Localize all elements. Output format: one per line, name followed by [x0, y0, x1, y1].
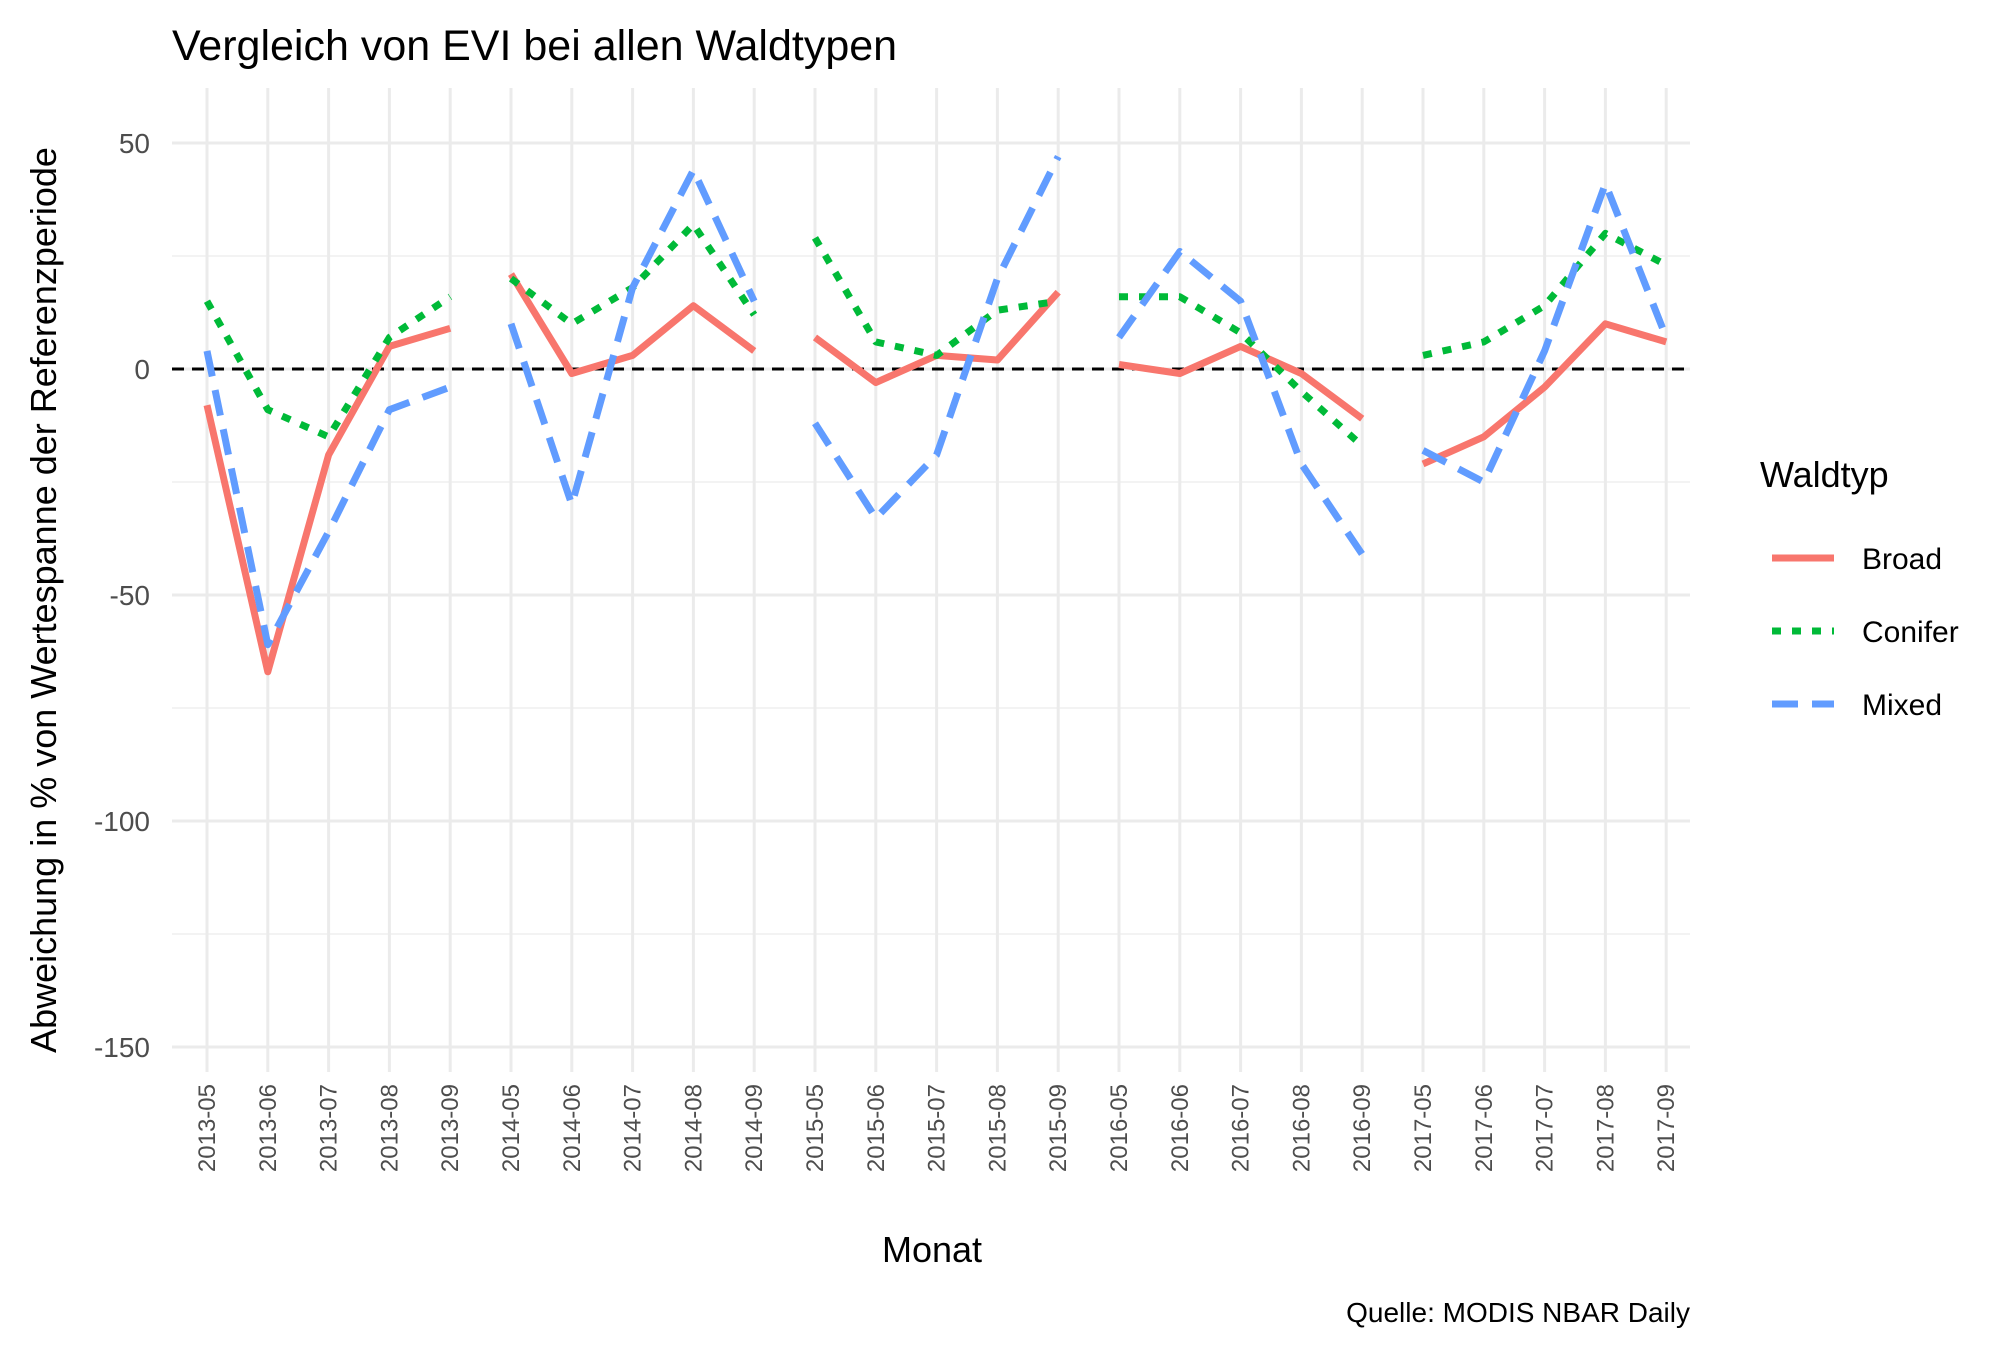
x-tick-label: 2014-07: [620, 1084, 647, 1172]
y-tick-labels: 50 0 -50 -100 -150: [94, 128, 150, 1063]
x-tick-label: 2017-07: [1532, 1084, 1559, 1172]
series-line-conifer: [1422, 229, 1668, 359]
x-tick-label: 2013-09: [437, 1084, 464, 1172]
x-tick-labels: 2013-05 2013-06 2013-07 2013-08 2013-09 2014-…: [194, 1084, 1680, 1172]
series-mixed: [203, 155, 1670, 649]
x-tick-label: 2016-05: [1106, 1084, 1133, 1172]
x-tick-label: 2015-08: [984, 1084, 1011, 1172]
grid: [172, 88, 1690, 1072]
legend: Waldtyp Broad Conifer Mixed: [1760, 454, 1959, 722]
x-tick-label: 2014-09: [741, 1084, 768, 1172]
series-line-mixed: [812, 155, 1062, 522]
y-axis-label: Abweichung in % von Wertespanne der Refe…: [23, 147, 64, 1053]
x-tick-label: 2015-05: [802, 1084, 829, 1172]
x-tick-label: 2016-06: [1167, 1084, 1194, 1172]
legend-label-mixed: Mixed: [1862, 689, 1942, 722]
series-line-conifer: [203, 293, 453, 441]
x-tick-label: 2017-06: [1471, 1084, 1498, 1172]
series-line-mixed: [507, 166, 758, 509]
x-tick-label: 2013-06: [255, 1084, 282, 1172]
x-tick-label: 2016-09: [1349, 1084, 1376, 1172]
series-line-mixed: [1116, 248, 1366, 557]
legend-label-broad: Broad: [1862, 543, 1942, 576]
series-line-broad: [1118, 342, 1365, 422]
y-tick-label: -150: [94, 1032, 150, 1063]
x-tick-label: 2014-06: [559, 1084, 586, 1172]
chart-title: Vergleich von EVI bei allen Waldtypen: [172, 22, 897, 70]
x-tick-label: 2016-07: [1228, 1084, 1255, 1172]
y-tick-label: -100: [94, 806, 150, 837]
y-tick-label: 0: [134, 354, 150, 385]
x-tick-label: 2015-06: [863, 1084, 890, 1172]
series-line-mixed: [203, 350, 452, 649]
legend-title: Waldtyp: [1760, 454, 1889, 495]
y-tick-label: 50: [119, 128, 150, 159]
series-line-broad: [508, 272, 757, 377]
x-tick-label: 2013-08: [376, 1084, 403, 1172]
series-broad: [203, 272, 1668, 676]
caption: Quelle: MODIS NBAR Daily: [1346, 1297, 1690, 1328]
x-tick-label: 2015-07: [924, 1084, 951, 1172]
series-line-broad: [203, 324, 452, 676]
x-tick-label: 2017-09: [1653, 1084, 1680, 1172]
x-tick-label: 2014-08: [680, 1084, 707, 1172]
series-line-mixed: [1421, 180, 1670, 486]
x-tick-label: 2016-08: [1288, 1084, 1315, 1172]
legend-label-conifer: Conifer: [1862, 616, 1959, 649]
series-line-conifer: [1119, 293, 1365, 449]
x-axis-label: Monat: [882, 1229, 982, 1270]
x-tick-label: 2015-09: [1045, 1084, 1072, 1172]
x-tick-label: 2013-07: [316, 1084, 343, 1172]
x-tick-label: 2017-08: [1592, 1084, 1619, 1172]
series-line-conifer: [811, 236, 1059, 359]
x-tick-label: 2014-05: [498, 1084, 525, 1172]
series-layer: [203, 155, 1670, 676]
x-tick-label: 2013-05: [194, 1084, 221, 1172]
series-line-broad: [1421, 320, 1668, 468]
x-tick-label: 2017-05: [1410, 1084, 1437, 1172]
y-tick-label: -50: [110, 580, 150, 611]
